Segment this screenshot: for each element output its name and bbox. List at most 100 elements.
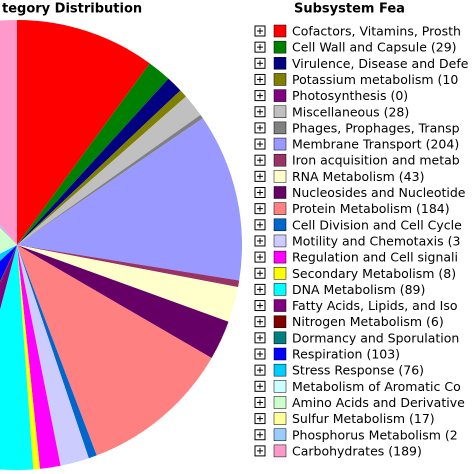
expand-button[interactable] bbox=[254, 170, 266, 182]
legend-label: Photosynthesis (0) bbox=[292, 88, 408, 103]
legend-label: Motility and Chemotaxis (3 bbox=[292, 233, 460, 248]
expand-button[interactable] bbox=[254, 380, 266, 392]
expand-button[interactable] bbox=[254, 90, 266, 102]
legend-swatch bbox=[273, 40, 287, 54]
expand-button[interactable] bbox=[254, 316, 266, 328]
pie-slice bbox=[0, 245, 17, 310]
pie-slice bbox=[17, 78, 181, 246]
legend-label: Cell Wall and Capsule (29) bbox=[292, 40, 457, 55]
legend-swatch bbox=[273, 186, 287, 199]
legend-label: Iron acquisition and metab bbox=[292, 153, 460, 168]
expand-button[interactable] bbox=[254, 235, 266, 247]
pie-slice bbox=[17, 114, 203, 245]
pie-slice bbox=[0, 20, 17, 245]
expand-button[interactable] bbox=[254, 332, 266, 344]
pie-slice bbox=[17, 245, 40, 470]
legend-swatch bbox=[273, 396, 287, 409]
legend-swatch bbox=[273, 250, 287, 264]
legend-swatch bbox=[273, 202, 287, 215]
pie-slice bbox=[17, 245, 97, 459]
pie-slice bbox=[17, 245, 239, 322]
expand-button[interactable] bbox=[254, 251, 266, 263]
pie-slice bbox=[17, 90, 187, 245]
legend-label: Fatty Acids, Lipids, and Iso bbox=[292, 298, 458, 313]
expand-button[interactable] bbox=[254, 283, 266, 295]
legend-swatch bbox=[273, 24, 287, 38]
legend-swatch bbox=[273, 363, 287, 377]
legend-label: Carbohydrates (189) bbox=[292, 443, 422, 458]
legend-swatch bbox=[273, 218, 287, 232]
expand-button[interactable] bbox=[254, 396, 266, 408]
legend-label: Phosphorus Metabolism (2 bbox=[292, 427, 458, 442]
pie bbox=[0, 20, 242, 470]
expand-button[interactable] bbox=[254, 413, 266, 425]
legend-swatch bbox=[273, 57, 287, 70]
legend-label: Sulfur Metabolism (17) bbox=[292, 411, 435, 426]
expand-button[interactable] bbox=[254, 429, 266, 441]
legend-swatch bbox=[273, 428, 287, 441]
legend-swatch bbox=[273, 331, 287, 345]
expand-button[interactable] bbox=[254, 25, 266, 37]
legend-swatch bbox=[273, 315, 287, 328]
expand-button[interactable] bbox=[254, 219, 266, 231]
expand-button[interactable] bbox=[254, 57, 266, 69]
chart-title: tegory Distribution bbox=[2, 2, 142, 17]
legend-swatch bbox=[273, 299, 287, 312]
legend-label: Phages, Prophages, Transp bbox=[292, 120, 460, 135]
expand-button[interactable] bbox=[254, 445, 266, 457]
pie-slice bbox=[17, 63, 169, 245]
legend-swatch bbox=[273, 137, 287, 151]
legend-label: Regulation and Cell signali bbox=[292, 250, 458, 265]
expand-button[interactable] bbox=[254, 41, 266, 53]
legend-label: Cofactors, Vitamins, Prosth bbox=[292, 24, 461, 39]
pie-slice bbox=[17, 245, 61, 469]
pie-slice bbox=[17, 96, 201, 245]
pie-slice bbox=[0, 245, 34, 470]
legend-swatch bbox=[273, 347, 287, 361]
legend-label: Membrane Transport (204) bbox=[292, 137, 459, 152]
legend-swatch bbox=[273, 380, 287, 393]
expand-button[interactable] bbox=[254, 106, 266, 118]
legend-label: Nucleosides and Nucleotide bbox=[292, 185, 466, 200]
legend-swatch bbox=[273, 234, 287, 248]
legend-label: Respiration (103) bbox=[292, 347, 400, 362]
legend-swatch bbox=[273, 283, 287, 296]
expand-button[interactable] bbox=[254, 154, 266, 166]
legend-label: DNA Metabolism (89) bbox=[292, 282, 425, 297]
pie-slice bbox=[17, 245, 212, 456]
expand-button[interactable] bbox=[254, 364, 266, 376]
legend-label: Secondary Metabolism (8) bbox=[292, 266, 456, 281]
legend-label: Stress Response (76) bbox=[292, 363, 424, 378]
expand-button[interactable] bbox=[254, 300, 266, 312]
pie-slice bbox=[17, 118, 242, 281]
legend-label: Dormancy and Sporulation bbox=[292, 330, 459, 345]
legend-swatch bbox=[273, 105, 287, 118]
legend-label: Metabolism of Aromatic Co bbox=[292, 379, 461, 394]
expand-button[interactable] bbox=[254, 187, 266, 198]
pie-slice bbox=[17, 20, 150, 245]
legend-label: Amino Acids and Derivative bbox=[292, 395, 465, 410]
expand-button[interactable] bbox=[254, 348, 266, 360]
expand-button[interactable] bbox=[254, 122, 266, 134]
legend-swatch bbox=[273, 153, 287, 167]
legend-swatch bbox=[273, 89, 287, 102]
pie-slice bbox=[17, 245, 229, 358]
pie-slice bbox=[0, 245, 17, 282]
pie-slice bbox=[0, 228, 17, 245]
expand-button[interactable] bbox=[254, 203, 266, 215]
pie-slice bbox=[0, 245, 17, 285]
legend-label: Nitrogen Metabolism (6) bbox=[292, 314, 444, 329]
legend-swatch bbox=[273, 412, 287, 425]
pie-slice bbox=[0, 245, 17, 261]
expand-button[interactable] bbox=[254, 73, 266, 85]
expand-button[interactable] bbox=[254, 138, 266, 150]
pie-slice bbox=[17, 245, 240, 288]
legend-swatch bbox=[273, 267, 287, 280]
expand-button[interactable] bbox=[254, 267, 266, 279]
legend-label: Miscellaneous (28) bbox=[292, 104, 409, 119]
legend-label: Protein Metabolism (184) bbox=[292, 201, 450, 216]
pie-slice bbox=[0, 230, 17, 253]
legend-swatch bbox=[273, 73, 287, 86]
